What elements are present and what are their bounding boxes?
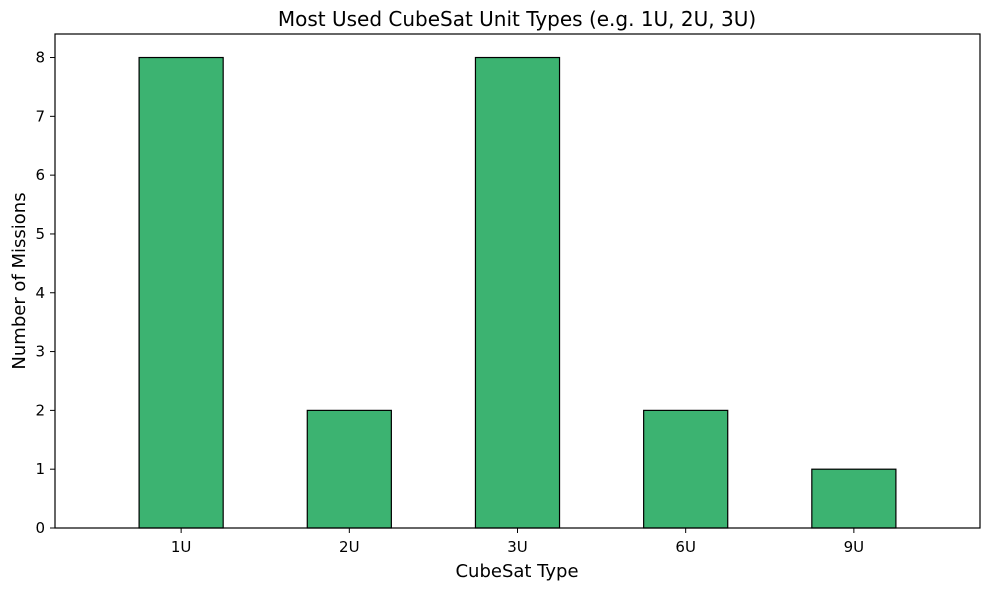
y-tick-label: 5: [35, 225, 45, 243]
plot-area: 0 1 2 3 4 5 6 7 8 1U 2U 3U 6U 9U: [35, 33, 981, 556]
x-tick-label: 1U: [171, 538, 192, 556]
bar-9U: [811, 468, 897, 529]
y-axis-label: Number of Missions: [9, 192, 30, 369]
x-tick-label: 3U: [507, 538, 528, 556]
x-tick-label: 6U: [675, 538, 696, 556]
y-tick-label: 1: [35, 460, 45, 478]
y-tick-label: 2: [35, 401, 45, 419]
y-tick-label: 7: [35, 107, 45, 125]
bars-layer: [138, 56, 897, 529]
bar-2U: [306, 409, 392, 529]
y-tick-label: 4: [35, 284, 45, 302]
plot-frame: [54, 33, 981, 529]
bar-6U: [643, 409, 729, 529]
y-tick-label: 0: [35, 519, 45, 537]
y-axis: 0 1 2 3 4 5 6 7 8: [35, 49, 55, 537]
x-axis: 1U 2U 3U 6U 9U: [171, 528, 864, 556]
y-tick-label: 8: [35, 49, 45, 67]
chart-title: Most Used CubeSat Unit Types (e.g. 1U, 2…: [278, 7, 756, 31]
x-axis-label: CubeSat Type: [455, 561, 578, 582]
y-tick-label: 3: [35, 343, 45, 361]
bar-3U: [474, 56, 561, 529]
x-tick-label: 9U: [844, 538, 865, 556]
bar-1U: [138, 56, 224, 529]
y-tick-label: 6: [35, 166, 45, 184]
x-tick-label: 2U: [339, 538, 360, 556]
